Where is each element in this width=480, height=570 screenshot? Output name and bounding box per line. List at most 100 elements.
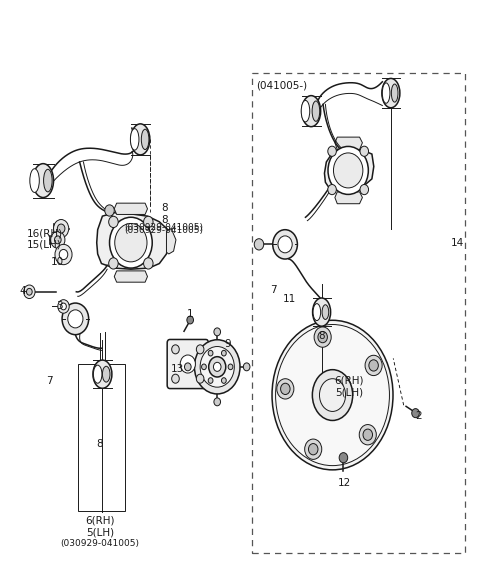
Ellipse shape xyxy=(334,153,363,188)
Text: 7: 7 xyxy=(47,376,53,386)
Circle shape xyxy=(214,363,221,372)
Circle shape xyxy=(254,239,264,250)
Circle shape xyxy=(24,285,35,299)
Text: 3: 3 xyxy=(56,302,62,311)
Circle shape xyxy=(277,378,294,399)
Circle shape xyxy=(108,258,118,269)
Circle shape xyxy=(214,398,220,406)
Circle shape xyxy=(339,453,348,463)
Ellipse shape xyxy=(180,355,195,373)
Circle shape xyxy=(360,185,369,195)
Circle shape xyxy=(221,378,226,384)
Circle shape xyxy=(208,378,213,384)
Circle shape xyxy=(108,216,118,227)
Ellipse shape xyxy=(131,124,150,155)
Circle shape xyxy=(359,425,376,445)
Circle shape xyxy=(55,245,72,264)
Circle shape xyxy=(412,409,420,418)
Ellipse shape xyxy=(131,129,139,150)
Circle shape xyxy=(144,258,153,269)
Ellipse shape xyxy=(301,96,321,127)
Circle shape xyxy=(26,288,32,295)
Ellipse shape xyxy=(383,83,390,103)
Circle shape xyxy=(208,351,213,356)
Ellipse shape xyxy=(312,370,353,421)
Circle shape xyxy=(196,345,204,354)
Ellipse shape xyxy=(115,223,147,262)
Polygon shape xyxy=(114,271,147,282)
FancyBboxPatch shape xyxy=(167,340,208,389)
Ellipse shape xyxy=(141,129,149,149)
Ellipse shape xyxy=(391,84,398,102)
Text: 9: 9 xyxy=(225,339,231,349)
Circle shape xyxy=(309,443,318,455)
Ellipse shape xyxy=(272,320,393,470)
Circle shape xyxy=(365,355,382,376)
Circle shape xyxy=(57,224,65,233)
Ellipse shape xyxy=(93,360,112,388)
Ellipse shape xyxy=(94,365,102,383)
Circle shape xyxy=(60,303,66,310)
Polygon shape xyxy=(114,203,147,214)
Circle shape xyxy=(54,219,69,238)
Ellipse shape xyxy=(30,169,39,193)
Circle shape xyxy=(278,236,292,253)
Circle shape xyxy=(184,363,191,371)
Text: (030929-041005): (030929-041005) xyxy=(125,226,204,235)
Circle shape xyxy=(194,340,240,394)
Circle shape xyxy=(172,345,179,354)
Circle shape xyxy=(58,300,69,314)
Text: 7: 7 xyxy=(270,284,276,295)
Text: 4: 4 xyxy=(19,286,26,296)
Polygon shape xyxy=(167,229,176,254)
Circle shape xyxy=(196,374,204,383)
Ellipse shape xyxy=(328,146,368,194)
Circle shape xyxy=(200,347,234,387)
Text: 8: 8 xyxy=(318,331,325,341)
Circle shape xyxy=(209,357,226,377)
Text: 12: 12 xyxy=(338,478,351,487)
Ellipse shape xyxy=(382,79,400,108)
Text: 13: 13 xyxy=(171,364,184,373)
Polygon shape xyxy=(335,192,362,203)
Text: 1: 1 xyxy=(187,310,193,319)
Text: 6(RH): 6(RH) xyxy=(85,516,115,526)
Polygon shape xyxy=(96,213,169,269)
Ellipse shape xyxy=(320,378,346,412)
Text: 2: 2 xyxy=(416,411,422,421)
Circle shape xyxy=(328,185,336,195)
Text: 11: 11 xyxy=(283,294,296,304)
Ellipse shape xyxy=(276,324,389,466)
Circle shape xyxy=(172,374,179,383)
Circle shape xyxy=(59,250,68,259)
Text: (030929-041005): (030929-041005) xyxy=(60,539,140,548)
Circle shape xyxy=(243,363,250,371)
Ellipse shape xyxy=(33,164,54,198)
Circle shape xyxy=(202,364,206,370)
Ellipse shape xyxy=(44,169,52,192)
Ellipse shape xyxy=(102,367,110,382)
Polygon shape xyxy=(324,148,374,190)
Ellipse shape xyxy=(313,304,321,320)
Text: (030929-041005): (030929-041005) xyxy=(125,223,204,232)
Circle shape xyxy=(314,327,331,347)
FancyBboxPatch shape xyxy=(252,74,466,553)
Circle shape xyxy=(68,310,83,328)
Circle shape xyxy=(55,236,61,244)
Text: 8: 8 xyxy=(161,203,168,213)
Circle shape xyxy=(214,328,220,336)
Circle shape xyxy=(273,230,298,259)
Circle shape xyxy=(328,146,336,156)
Text: (041005-): (041005-) xyxy=(257,81,308,91)
Circle shape xyxy=(281,383,290,394)
Circle shape xyxy=(228,364,233,370)
Circle shape xyxy=(105,205,114,216)
Text: 15(LH): 15(LH) xyxy=(26,239,61,249)
Circle shape xyxy=(318,331,327,343)
Text: 8: 8 xyxy=(97,439,103,449)
Text: 14: 14 xyxy=(451,238,464,248)
Circle shape xyxy=(360,146,369,156)
Polygon shape xyxy=(335,137,362,149)
Circle shape xyxy=(363,429,372,441)
Circle shape xyxy=(221,351,226,356)
